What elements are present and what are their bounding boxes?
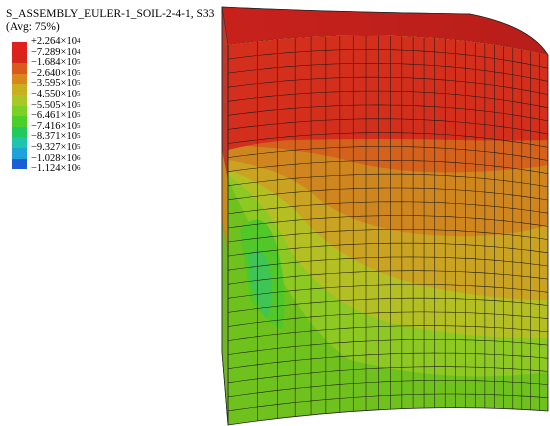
legend-value: −3.595×105 <box>31 78 81 90</box>
mesh-grid <box>228 35 548 425</box>
legend-swatch <box>12 158 27 170</box>
legend-swatch <box>12 63 27 74</box>
legend-value: −1.028×106 <box>31 152 81 164</box>
legend-value: −5.505×105 <box>31 99 81 111</box>
legend-entry: −1.684×105 <box>12 57 152 74</box>
legend-entry: −1.124×106 <box>12 163 152 180</box>
legend-value: −1.124×106 <box>31 163 81 175</box>
legend-entry: −8.371×105 <box>12 132 152 148</box>
legend-swatch <box>12 94 27 106</box>
legend-entry: −3.595×105 <box>12 79 152 95</box>
legend-value: −8.371×105 <box>31 131 81 143</box>
block-outline <box>221 6 549 426</box>
legend-entry: −5.505×105 <box>12 100 152 117</box>
legend-subtitle: (Avg: 75%) <box>6 21 60 33</box>
legend-swatch <box>12 147 27 159</box>
left-face-lower <box>222 220 228 425</box>
legend-swatch <box>12 52 27 64</box>
legend-swatch <box>12 116 27 127</box>
legend-value: −9.327×105 <box>31 141 81 153</box>
legend-value: −6.461×105 <box>31 110 81 122</box>
left-face-mid <box>222 150 228 250</box>
legend-scale: +2.264×104 −7.289×104 −1.684×105 −2.640×105… <box>12 36 152 180</box>
legend-swatch <box>12 84 27 95</box>
legend-swatch <box>12 126 27 138</box>
legend-entry: −7.416×105 <box>12 121 152 138</box>
contour-legend: S_ASSEMBLY_EULER-1_SOIL-2-4-1, S33 (Avg:… <box>6 8 226 174</box>
legend-entry: −9.327×105 <box>12 142 152 159</box>
legend-entry: −1.028×106 <box>12 153 152 170</box>
legend-entry: −6.461×105 <box>12 110 152 127</box>
legend-title: S_ASSEMBLY_EULER-1_SOIL-2-4-1, S33 <box>6 8 215 20</box>
legend-swatch <box>12 105 27 117</box>
legend-value: −2.640×105 <box>31 67 81 79</box>
front-face <box>228 35 548 426</box>
legend-value: −7.416×105 <box>31 120 81 132</box>
legend-entry: −2.640×105 <box>12 68 152 85</box>
legend-swatch <box>12 73 27 85</box>
legend-value: −4.550×105 <box>31 88 81 100</box>
legend-entry: −7.289×104 <box>12 47 152 64</box>
legend-value: −7.289×104 <box>31 46 81 58</box>
legend-entry: −4.550×105 <box>12 89 152 106</box>
legend-entry: +2.264×104 <box>12 36 152 53</box>
legend-value: +2.264×104 <box>31 36 81 47</box>
legend-value: −1.684×105 <box>31 57 81 69</box>
legend-swatch <box>12 42 27 53</box>
legend-swatch <box>12 137 27 148</box>
